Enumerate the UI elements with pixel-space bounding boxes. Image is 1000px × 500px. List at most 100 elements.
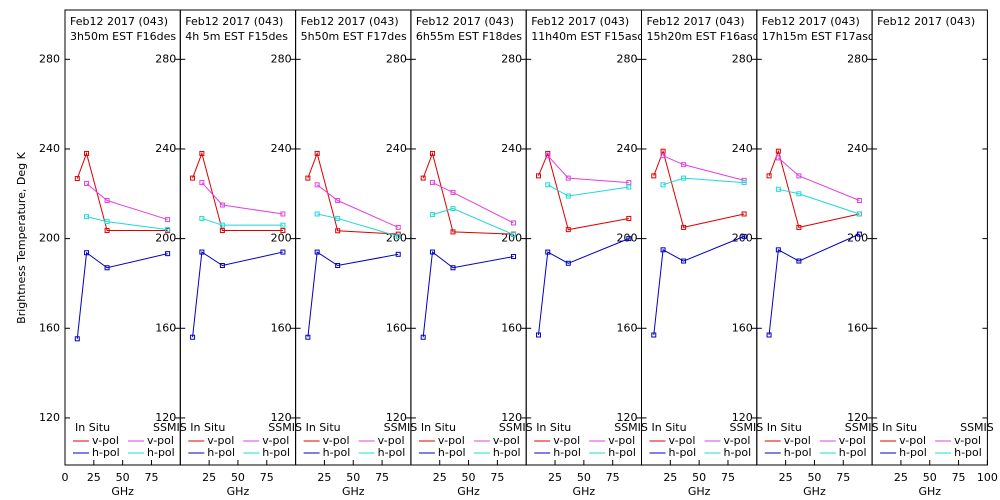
legend-label: v-pol — [724, 434, 751, 447]
y-tick-label: 200 — [501, 232, 522, 245]
legend-label: v-pol — [784, 434, 811, 447]
legend-label: h-pol — [839, 446, 867, 459]
x-axis-label: GHz — [342, 485, 365, 498]
point-marker — [280, 249, 286, 255]
series-line — [662, 177, 745, 186]
point-marker — [741, 180, 747, 186]
point-marker — [429, 150, 435, 156]
legend-heading: In Situ — [421, 421, 456, 434]
x-tick-label: 25 — [317, 471, 331, 484]
x-tick-label: 75 — [375, 471, 389, 484]
legend-heading: SSMIS — [845, 421, 879, 434]
title-group: Feb12 2017 (043) 6h55m EST F18des — [416, 15, 522, 43]
legend-label: h-pol — [724, 446, 752, 459]
point-marker — [104, 219, 110, 225]
point-marker — [651, 173, 657, 179]
panel: Feb12 2017 (043) 15h20m EST F16asc 120 160 2… — [641, 9, 764, 498]
legend-label: v-pol — [669, 434, 696, 447]
y-tick-label: 240 — [39, 142, 60, 155]
y-tick-label: 280 — [271, 52, 292, 65]
legend-label: v-pol — [899, 434, 926, 447]
series-line — [768, 233, 860, 336]
point-marker — [766, 173, 772, 179]
legend-heading: SSMIS — [960, 421, 994, 434]
panel-title: Feb12 2017 (043) — [301, 15, 399, 28]
legend-label: h-pol — [608, 446, 636, 459]
y-tick-label: 120 — [732, 411, 753, 424]
series-line — [778, 188, 860, 215]
y-tick-label: 280 — [155, 52, 176, 65]
legend-label: h-pol — [92, 446, 120, 459]
point-marker — [314, 150, 320, 156]
point-marker — [681, 175, 687, 181]
y-tick-label: 120 — [847, 411, 868, 424]
y-tick-label: 240 — [617, 142, 638, 155]
legend-heading: SSMIS — [730, 421, 764, 434]
point-marker — [450, 206, 456, 212]
y-tick-label: 160 — [847, 321, 868, 334]
y-tick-label: 240 — [732, 142, 753, 155]
panel: Feb12 2017 (043) 3h50m EST F16des 120 120 16… — [15, 9, 187, 498]
point-marker — [545, 249, 551, 255]
panel: Feb12 2017 (043)5h50m EST F17des12016020… — [295, 9, 417, 498]
point-marker — [626, 215, 632, 221]
series-line — [201, 182, 283, 215]
point-marker — [219, 263, 225, 269]
panel: Feb12 2017 (043) 6h55m EST F18des 120 160 20… — [410, 9, 533, 498]
y-tick-label: 120 — [155, 411, 176, 424]
point-marker — [165, 217, 171, 223]
x-tick-label: 50 — [231, 471, 245, 484]
legend-heading: In Situ — [190, 421, 225, 434]
legend-label: h-pol — [899, 446, 927, 459]
point-marker — [104, 198, 110, 204]
panel-subtitle: 4h 5m EST F15des — [185, 30, 288, 43]
panel-subtitle: 5h50m EST F17des — [301, 30, 407, 43]
y-tick-label: 200 — [271, 232, 292, 245]
y-tick-label: 160 — [386, 321, 407, 334]
point-marker — [565, 175, 571, 181]
series-line — [653, 149, 745, 229]
point-marker — [219, 222, 225, 228]
point-marker — [545, 153, 551, 159]
panel: Feb12 2017 (043) 4h 5m EST F15des 120 160 20… — [179, 9, 302, 498]
y-tick-label: 280 — [386, 52, 407, 65]
title-group: Feb12 2017 (043) 4h 5m EST F15des — [185, 15, 288, 43]
panel-subtitle: 6h55m EST F18des — [416, 30, 522, 43]
legend-label: h-pol — [493, 446, 521, 459]
x-tick-label: 100 — [977, 471, 998, 484]
x-axis-label: GHz — [227, 485, 250, 498]
legend-label: h-pol — [207, 446, 235, 459]
x-tick-label: 50 — [807, 471, 821, 484]
panel-subtitle: 15h20m EST F16asc — [647, 30, 759, 43]
point-marker — [190, 175, 196, 181]
x-axis-label: GHz — [803, 485, 826, 498]
legend-heading: In Situ — [75, 421, 110, 434]
y-tick-label: 160 — [732, 321, 753, 334]
point-marker — [450, 265, 456, 271]
x-tick-label: 0 — [62, 471, 69, 484]
point-marker — [681, 258, 687, 264]
series-line — [422, 251, 514, 338]
point-marker — [84, 180, 90, 186]
point-marker — [314, 249, 320, 255]
point-marker — [775, 186, 781, 192]
point-marker — [741, 211, 747, 217]
point-marker — [190, 334, 196, 340]
x-tick-label: 25 — [779, 471, 793, 484]
legend-heading: SSMIS — [614, 421, 648, 434]
point-marker — [660, 247, 666, 253]
point-marker — [535, 332, 541, 338]
point-marker — [395, 233, 401, 239]
x-tick-label: 25 — [202, 471, 216, 484]
point-marker — [335, 228, 341, 234]
y-tick-label: 280 — [847, 52, 868, 65]
point-marker — [395, 224, 401, 230]
y-tick-label: 240 — [155, 142, 176, 155]
y-tick-label: 160 — [501, 321, 522, 334]
point-marker — [219, 228, 225, 234]
legend-label: v-pol — [323, 434, 350, 447]
y-tick-label: 240 — [847, 142, 868, 155]
legend-label: v-pol — [608, 434, 635, 447]
point-marker — [545, 182, 551, 188]
